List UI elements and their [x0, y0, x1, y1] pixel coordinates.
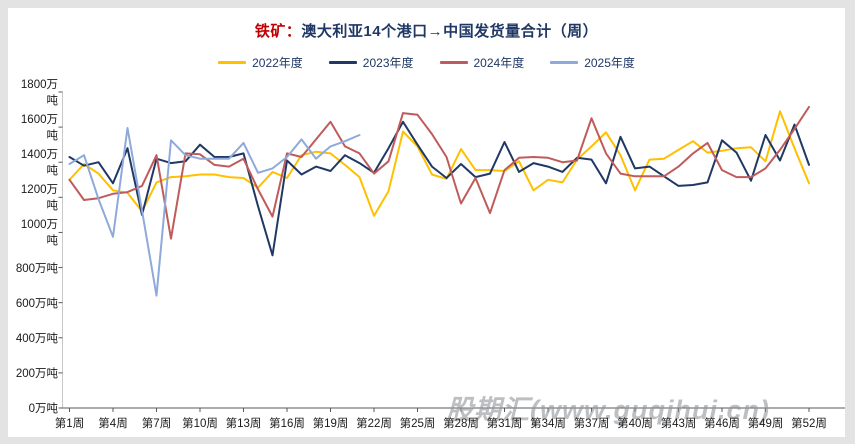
- x-tick-label: 第25周: [399, 418, 436, 430]
- x-tick-label: 第34周: [530, 418, 566, 430]
- legend-item-2022: 2022年度: [218, 54, 303, 71]
- x-tick-label: 第7周: [141, 418, 172, 430]
- series-line-2022年度: [68, 110, 810, 217]
- plot-area: [58, 91, 845, 412]
- y-tick-label: 1600万吨: [20, 114, 58, 143]
- x-tick-label: 第46周: [704, 418, 740, 430]
- series-line-2024年度: [68, 105, 810, 240]
- legend-label-2022: 2022年度: [252, 56, 303, 70]
- x-tick-label: 第16周: [269, 418, 305, 430]
- legend-label-2023: 2023年度: [362, 56, 414, 70]
- series-line-2025年度: [68, 127, 361, 297]
- chart-title: 铁矿：澳大利亚14个港口→中国发货量合计（周）: [8, 20, 845, 41]
- legend-label-2024: 2024年度: [473, 56, 525, 70]
- legend-swatch-2022: [218, 61, 247, 64]
- y-tick-label: 1200万吨: [20, 184, 58, 213]
- y-tick-label: 600万吨: [15, 297, 58, 310]
- x-tick-label: 第22周: [356, 418, 392, 430]
- watermark: 股期汇(www.guqihui.cn): [446, 395, 770, 425]
- x-tick-label: 第37周: [573, 418, 610, 430]
- legend-swatch-2025: [550, 61, 579, 64]
- legend-item-2024: 2024年度: [439, 54, 525, 71]
- x-tick-label: 第28周: [443, 418, 479, 430]
- y-tick-label: 0万吨: [28, 403, 58, 415]
- x-tick-label: 第4周: [98, 418, 128, 430]
- x-tick-label: 第43周: [660, 418, 697, 430]
- y-tick-label: 800万吨: [15, 262, 58, 275]
- y-tick-label: 1800万吨: [20, 79, 58, 107]
- legend: 2022年度 2023年度 2024年度 2025年度: [8, 54, 845, 71]
- chart-title-prefix: 铁矿：: [254, 23, 302, 40]
- chart-title-main: 澳大利亚14个港口→中国发货量合计（周）: [301, 23, 599, 40]
- legend-item-2025: 2025年度: [550, 54, 635, 71]
- legend-label-2025: 2025年度: [584, 56, 635, 70]
- x-tick-label: 第49周: [747, 418, 784, 430]
- x-tick-label: 第10周: [182, 418, 218, 430]
- x-tick-label: 第52周: [791, 418, 827, 430]
- legend-swatch-2024: [439, 61, 468, 64]
- x-tick-label: 第31周: [486, 418, 523, 430]
- x-tick-label: 第13周: [225, 418, 262, 430]
- x-tick-label: 第19周: [312, 418, 349, 430]
- y-tick-label: 1400万吨: [20, 149, 58, 178]
- legend-item-2023: 2023年度: [328, 54, 414, 71]
- y-tick-label: 1000万吨: [20, 219, 58, 248]
- y-tick-label: 400万吨: [15, 332, 58, 345]
- legend-swatch-2023: [328, 61, 357, 64]
- x-tick-label: 第1周: [54, 418, 85, 430]
- x-tick-label: 第40周: [617, 418, 653, 430]
- chart-card: 铁矿：澳大利亚14个港口→中国发货量合计（周） 2022年度 2023年度 20…: [8, 8, 845, 437]
- y-tick-label: 200万吨: [15, 367, 58, 380]
